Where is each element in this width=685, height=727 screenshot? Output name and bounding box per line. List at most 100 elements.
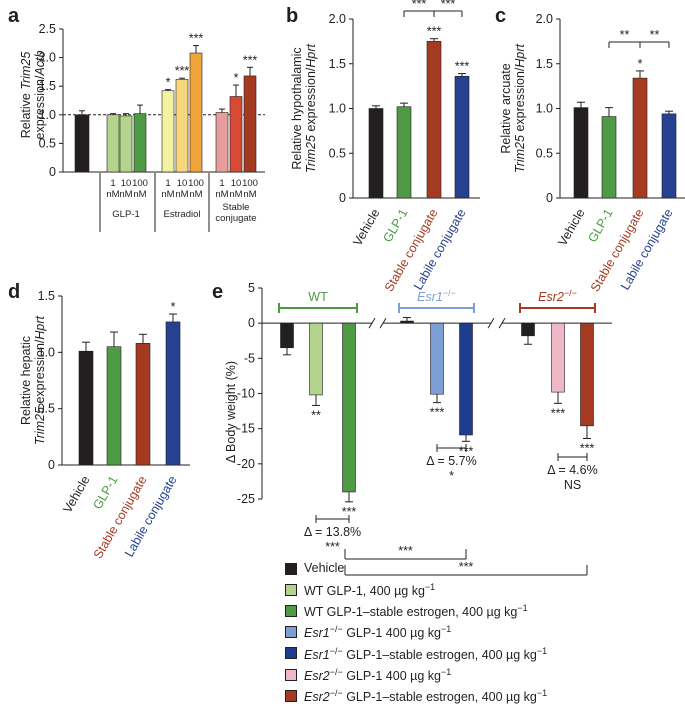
2-y-axis-tick-label: 0.5	[536, 146, 553, 160]
e-bar	[342, 322, 356, 493]
x-tick-label: GLP-1	[380, 206, 410, 244]
ylabel-segment: Trim25	[513, 135, 527, 173]
legend-label-sup: −1	[424, 582, 436, 593]
y-axis-label: Δ Body weight (%)	[224, 361, 238, 463]
y-axis-label-line: expression/Actb	[33, 50, 47, 139]
a-y-axis-tick-label: 2.0	[39, 51, 56, 65]
e-bar	[580, 322, 594, 427]
a-significance: ***	[189, 32, 204, 46]
y-axis-label-line: Relative Trim25	[19, 52, 33, 139]
legend-label-text: WT GLP-1, 400 µg kg	[304, 584, 425, 599]
bar	[573, 107, 589, 199]
3-y-axis-tick-label: 1.0	[38, 345, 55, 359]
a-bar	[175, 79, 189, 173]
a-bar	[133, 113, 147, 173]
legend-label-text: Vehicle	[304, 561, 345, 575]
a-significance: ***	[175, 64, 190, 78]
ylabel-segment: expression/	[33, 339, 47, 407]
ylabel-segment: Trim25	[33, 407, 47, 445]
1-y-axis-tick-label: 1.5	[329, 57, 346, 71]
a-dose-value: 1	[219, 178, 224, 189]
e-bar	[280, 322, 294, 349]
a-bar	[229, 96, 243, 173]
legend-label-genotype-sup: −/−	[329, 645, 343, 656]
bar	[661, 113, 677, 199]
e-significance: **	[311, 408, 321, 422]
e-significance: ***	[580, 442, 595, 456]
e-delta-significance: *	[449, 469, 454, 483]
legend-item: WT GLP-1, 400 µg kg−1	[285, 579, 680, 600]
panel-letter-e: e	[212, 281, 223, 303]
legend-label-sup: −1	[440, 624, 452, 635]
e-delta-label: Δ = 4.6%	[547, 463, 597, 477]
a-group-label: Estradiol	[164, 209, 201, 220]
e-y-axis-tick-label: -25	[237, 492, 255, 506]
ylabel-segment: Relative hypothalamic	[290, 47, 304, 169]
legend-label-genotype-sup: −/−	[329, 624, 343, 635]
a-dose-value: 100	[132, 178, 148, 189]
panel-letter-b: b	[286, 5, 298, 27]
3-y-axis-tick-label: 0.5	[38, 402, 55, 416]
a-dose-unit: nM	[243, 189, 256, 200]
bracket-label: **	[650, 28, 660, 42]
legend-swatch	[285, 562, 297, 575]
panel-b: b Relative hypothalamic Trim25 expression/…	[286, 0, 480, 294]
legend-label-text: GLP-1 400 µg kg	[342, 669, 441, 684]
e-significance: ***	[551, 406, 566, 420]
bar	[78, 350, 94, 466]
x-tick-label: Stable conjugate	[91, 473, 150, 561]
e-bar	[400, 320, 414, 324]
a-bar	[243, 75, 257, 173]
legend-label-sup: −1	[536, 688, 548, 699]
e-delta-label: Δ = 5.7%	[426, 454, 476, 468]
a-dose-value: 1	[110, 178, 115, 189]
legend-e: Vehicle WT GLP-1, 400 µg kg−1 WT GLP-1–sta…	[285, 558, 680, 706]
bracket-label: ***	[412, 0, 427, 11]
a-dose-unit: nM	[175, 189, 188, 200]
legend-label-genotype: Esr2	[304, 690, 330, 705]
e-bar	[551, 322, 565, 393]
bracket-label: **	[620, 28, 630, 42]
bar	[135, 343, 151, 466]
a-significance: ***	[243, 53, 258, 67]
ylabel-segment: Hprt	[513, 43, 527, 67]
legend-label: Esr1−/− GLP-1 400 µg kg−1	[304, 619, 451, 644]
a-bar	[119, 115, 133, 173]
legend-label-sup: −1	[536, 645, 548, 656]
legend-swatch	[285, 583, 297, 596]
a-dose-unit: nM	[133, 189, 146, 200]
e-group-label-name: WT	[308, 290, 328, 304]
panel-e: e 50-5-10-15-20-25Δ Body weight (%) *****W…	[212, 281, 612, 576]
legend-swatch	[285, 647, 297, 660]
ylabel-segment: Hprt	[304, 43, 318, 67]
a-y-axis-tick-label: 0.5	[39, 136, 56, 150]
axis-break	[368, 317, 376, 329]
1-y-axis-tick-label: 2.0	[329, 12, 346, 26]
legend-swatch	[285, 604, 297, 617]
legend-label: WT GLP-1–stable estrogen, 400 µg kg−1	[304, 598, 528, 623]
a-dose-unit: nM	[161, 189, 174, 200]
legend-label-text: GLP-1–stable estrogen, 400 µg kg	[342, 690, 537, 705]
y-axis-label-line: Trim25 expression/Hprt	[304, 43, 318, 173]
a-y-axis-tick-label: 1.5	[39, 79, 56, 93]
a-dose-value: 100	[242, 178, 258, 189]
legend-label-genotype-sup: −/−	[329, 688, 343, 699]
ylabel-segment: Actb	[33, 50, 47, 76]
ylabel-segment: Relative	[19, 90, 33, 139]
a-y-axis-tick-label: 1.0	[39, 108, 56, 122]
a-dose-unit: nM	[106, 189, 119, 200]
legend-item: WT GLP-1–stable estrogen, 400 µg kg−1	[285, 600, 680, 621]
e-y-axis-tick-label: -5	[244, 351, 255, 365]
panel-letter-c: c	[495, 5, 506, 27]
ylabel-segment: Hprt	[33, 315, 47, 339]
a-dose-value: 10	[231, 178, 242, 189]
a-bar	[161, 90, 175, 173]
significance: ***	[455, 60, 470, 74]
legend-label-text: WT GLP-1–stable estrogen, 400 µg kg	[304, 605, 518, 620]
x-tick-label: GLP-1	[90, 473, 120, 511]
significance: *	[171, 300, 176, 314]
bar	[368, 108, 384, 199]
e-bar	[309, 322, 323, 396]
